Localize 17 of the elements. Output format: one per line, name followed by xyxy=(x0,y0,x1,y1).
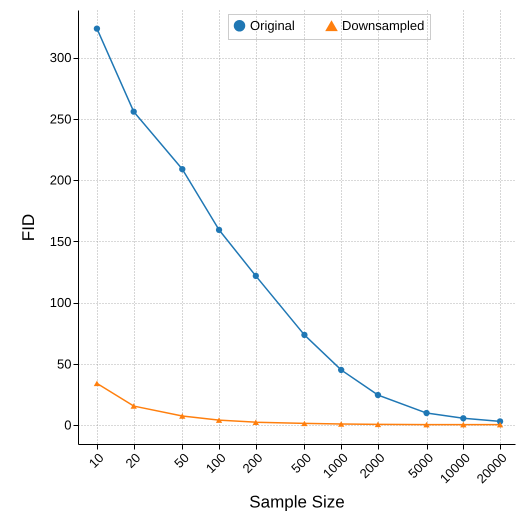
legend-label: Original xyxy=(250,18,295,33)
y-tick-label: 100 xyxy=(50,295,72,310)
y-tick-label: 150 xyxy=(50,234,72,249)
x-tick-label: 500 xyxy=(288,450,314,476)
y-tick-label: 50 xyxy=(57,356,72,372)
y-tick-label: 300 xyxy=(50,50,72,66)
x-tick-label: 10 xyxy=(86,450,107,471)
y-axis-title: FID xyxy=(18,214,38,242)
x-tick-label: 50 xyxy=(171,450,192,471)
y-tick-label: 250 xyxy=(50,111,72,126)
x-tick-label: 20 xyxy=(122,450,144,471)
legend-label: Downsampled xyxy=(342,18,424,34)
x-tick-label: 100 xyxy=(202,450,229,476)
y-tick-label: 200 xyxy=(50,172,72,188)
x-axis-title: Sample Size xyxy=(249,492,345,512)
y-tick-label: 0 xyxy=(64,418,72,433)
x-tick-label: 200 xyxy=(240,450,266,476)
